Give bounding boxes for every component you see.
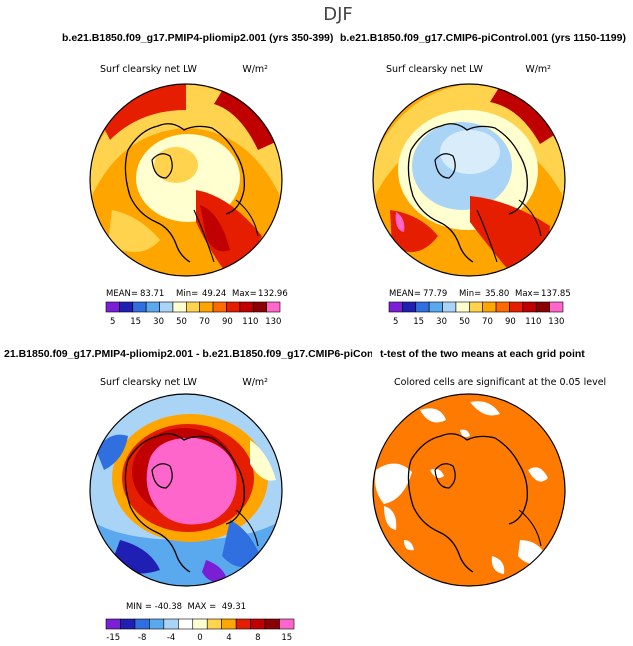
colorbar-swatch xyxy=(199,301,214,313)
colorbar-swatch xyxy=(415,301,430,313)
colorbar: 5 15 30 50 70 90 110 130 xyxy=(388,301,564,327)
colorbar-tick-label: 0 xyxy=(197,633,202,643)
max-label: Max= xyxy=(515,289,540,299)
colorbar-tick-label: 30 xyxy=(436,317,447,327)
colorbar-swatch xyxy=(535,301,550,313)
colorbar-swatch xyxy=(266,301,281,313)
mean-label: MEAN= xyxy=(389,289,421,299)
min-value: 49.24 xyxy=(202,289,226,299)
colorbar-tick-label: 50 xyxy=(176,317,187,327)
panel-header: t-test of the two means at each grid poi… xyxy=(380,348,585,360)
colorbar-tick-label: 90 xyxy=(505,317,516,327)
colorbar-swatch xyxy=(482,301,497,313)
colorbar-tick-label: 70 xyxy=(482,317,493,327)
variable-label: Surf clearsky net LW xyxy=(100,377,198,388)
colorbar-swatch xyxy=(172,301,187,313)
colorbar-tick-label: 15 xyxy=(281,633,292,643)
colorbar-tick-label: 8 xyxy=(255,633,260,643)
min-value: 35.80 xyxy=(485,289,509,299)
colorbar-swatch xyxy=(206,618,222,630)
colorbar-tick-label: 110 xyxy=(525,317,541,327)
mean-label: MEAN= xyxy=(106,289,138,299)
colorbar-tick-label: 5 xyxy=(110,317,115,327)
panel-significance: t-test of the two means at each grid poi… xyxy=(372,345,606,587)
colorbar-swatch xyxy=(522,301,537,313)
colorbar-swatch xyxy=(192,618,208,630)
colorbar-swatch xyxy=(388,301,403,313)
colorbar-swatch xyxy=(226,301,241,313)
colorbar-tick-label: 15 xyxy=(130,317,141,327)
colorbar-tick-label: 130 xyxy=(265,317,281,327)
colorbar-swatch xyxy=(105,301,120,313)
colorbar-tick-label: -15 xyxy=(106,633,120,643)
max-label: Max= xyxy=(232,289,257,299)
colorbar-swatch xyxy=(163,618,179,630)
significance-subtitle: Colored cells are significant at the 0.0… xyxy=(394,377,606,388)
panel-difference: 21.B1850.f09_g17.PMIP4-pliomip2.001 - b.… xyxy=(4,348,411,643)
colorbar-tick-label: 130 xyxy=(548,317,564,327)
colorbar-swatch xyxy=(279,618,295,630)
polar-map xyxy=(373,84,565,276)
figure-title: DJF xyxy=(323,4,353,25)
panel-picontrol: b.e21.B1850.f09_g17.CMIP6-piControl.001 … xyxy=(340,32,626,327)
colorbar-swatch xyxy=(221,618,237,630)
min-max-label: MIN = -40.38 MAX = 49.31 xyxy=(126,602,246,612)
polar-map xyxy=(90,394,282,586)
colorbar-swatch xyxy=(149,618,165,630)
colorbar-swatch xyxy=(264,618,280,630)
colorbar-swatch xyxy=(469,301,483,313)
colorbar-tick-label: -4 xyxy=(167,633,175,643)
variable-label: Surf clearsky net LW xyxy=(100,64,198,75)
colorbar-swatch xyxy=(239,301,254,313)
mean-value: 83.71 xyxy=(140,289,164,299)
colorbar-swatch xyxy=(119,301,134,313)
panel-pliomip: b.e21.B1850.f09_g17.PMIP4-pliomip2.001 (… xyxy=(62,32,333,327)
variable-label: Surf clearsky net LW xyxy=(386,64,484,75)
polar-map xyxy=(90,84,282,276)
colorbar-swatch xyxy=(428,301,443,313)
colorbar-swatch xyxy=(455,301,470,313)
colorbar-swatch xyxy=(120,618,136,630)
colorbar-tick-label: 30 xyxy=(153,317,164,327)
min-label: Min= xyxy=(459,289,481,299)
colorbar-swatch xyxy=(212,301,227,313)
colorbar: 5 15 30 50 70 90 110 130 xyxy=(105,301,281,327)
colorbar-tick-label: 90 xyxy=(222,317,233,327)
colorbar-tick-label: 5 xyxy=(393,317,398,327)
colorbar-swatch xyxy=(105,618,121,630)
panel-header: 21.B1850.f09_g17.PMIP4-pliomip2.001 - b.… xyxy=(4,348,411,360)
mean-value: 77.79 xyxy=(423,289,447,299)
polar-map xyxy=(373,394,565,586)
colorbar: -15 -8 -4 0 4 8 15 xyxy=(105,618,295,643)
units-label: W/m² xyxy=(242,64,268,75)
colorbar-swatch xyxy=(509,301,524,313)
colorbar-tick-label: 15 xyxy=(413,317,424,327)
min-label: Min= xyxy=(176,289,198,299)
colorbar-tick-label: -8 xyxy=(138,633,146,643)
colorbar-swatch xyxy=(549,301,564,313)
colorbar-swatch xyxy=(442,301,457,313)
colorbar-swatch xyxy=(250,618,266,630)
units-label: W/m² xyxy=(525,64,551,75)
colorbar-swatch xyxy=(495,301,510,313)
colorbar-swatch xyxy=(134,618,150,630)
panel-header: b.e21.B1850.f09_g17.PMIP4-pliomip2.001 (… xyxy=(62,32,333,44)
colorbar-swatch xyxy=(186,301,200,313)
max-value: 132.96 xyxy=(258,289,288,299)
colorbar-tick-label: 110 xyxy=(242,317,258,327)
colorbar-swatch xyxy=(178,618,194,630)
colorbar-tick-label: 50 xyxy=(459,317,470,327)
panel-header: b.e21.B1850.f09_g17.CMIP6-piControl.001 … xyxy=(340,32,626,44)
colorbar-swatch xyxy=(252,301,267,313)
colorbar-swatch xyxy=(159,301,174,313)
colorbar-swatch xyxy=(235,618,251,630)
colorbar-swatch xyxy=(132,301,147,313)
units-label: W/m² xyxy=(242,377,268,388)
colorbar-tick-label: 4 xyxy=(226,633,231,643)
colorbar-tick-label: 70 xyxy=(199,317,210,327)
max-value: 137.85 xyxy=(541,289,571,299)
colorbar-swatch xyxy=(145,301,160,313)
colorbar-swatch xyxy=(402,301,417,313)
